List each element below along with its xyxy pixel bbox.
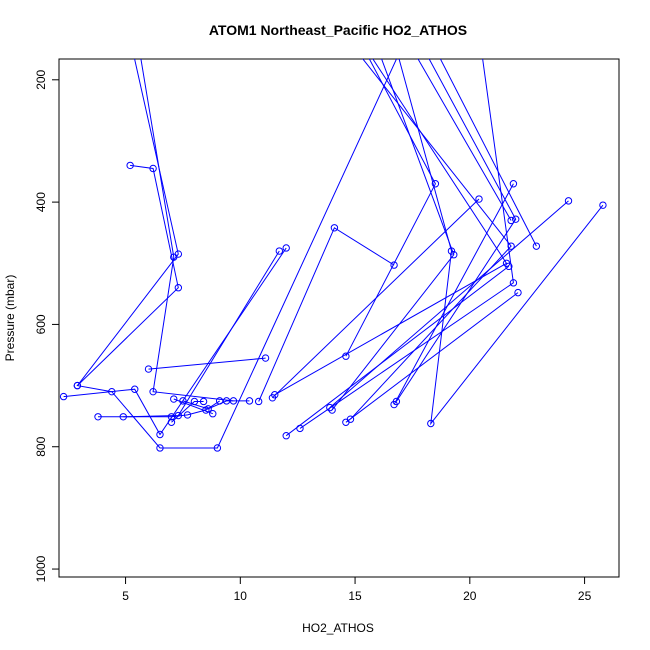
data-point — [392, 397, 401, 406]
data-point — [330, 224, 339, 232]
data-point — [174, 411, 183, 420]
data-point — [170, 253, 178, 261]
chart-title: ATOM1 Northeast_Pacific HO2_ATHOS — [209, 22, 467, 38]
data-point — [149, 164, 157, 173]
data-point — [390, 261, 398, 269]
data-point — [346, 415, 355, 423]
data-point — [73, 381, 82, 390]
y-axis: 200 400 600 800 1000 — [34, 69, 59, 582]
series-line — [345, 59, 436, 357]
data-point — [512, 215, 520, 223]
data-point — [156, 430, 164, 439]
data-point — [174, 284, 183, 292]
data-point — [126, 161, 134, 170]
data-point — [502, 259, 511, 267]
series-line — [140, 59, 234, 402]
data-point — [447, 247, 456, 255]
x-tick-label: 10 — [234, 589, 248, 603]
data-point — [167, 418, 176, 426]
series-line — [76, 59, 398, 449]
data-point — [427, 419, 435, 428]
data-point — [202, 406, 210, 414]
data-point — [261, 354, 270, 362]
y-tick-label: 400 — [34, 192, 48, 212]
series-line — [123, 250, 280, 418]
series-line — [98, 400, 220, 418]
data-point — [209, 410, 217, 418]
series-line — [63, 247, 287, 436]
data-point — [296, 424, 304, 433]
data-point — [275, 247, 284, 255]
series-line — [398, 59, 604, 426]
data-point — [532, 242, 541, 250]
data-point — [119, 413, 127, 421]
x-axis: 5 10 15 20 25 — [122, 577, 592, 603]
data-point — [431, 180, 440, 188]
data-point — [199, 397, 208, 406]
data-point — [149, 387, 157, 396]
x-tick-label: 5 — [122, 589, 129, 603]
data-point — [599, 201, 607, 209]
series-line — [345, 292, 519, 423]
series-line — [350, 59, 512, 420]
series-line — [77, 59, 179, 386]
series-line — [258, 227, 395, 402]
y-tick-label: 200 — [34, 69, 48, 89]
data-point — [183, 411, 192, 419]
data-point — [509, 180, 518, 188]
y-axis-label: Pressure (mbar) — [3, 275, 17, 362]
data-point — [564, 197, 573, 205]
data-point — [271, 391, 279, 399]
series-line — [331, 59, 455, 411]
y-tick-label: 600 — [34, 314, 48, 334]
data-point — [245, 397, 254, 405]
data-point — [475, 195, 483, 203]
data-point — [213, 444, 222, 452]
data-point — [514, 288, 522, 297]
data-point — [131, 385, 139, 393]
data-point — [190, 397, 199, 406]
series-line — [439, 59, 537, 247]
y-tick-label: 800 — [34, 436, 48, 456]
data-point — [94, 413, 102, 421]
x-axis-label: HO2_ATHOS — [302, 621, 374, 635]
series-line — [285, 265, 510, 437]
data-point — [215, 397, 224, 405]
x-tick-label: 15 — [348, 589, 362, 603]
y-tick-label: 1000 — [34, 555, 48, 582]
data-point — [167, 413, 176, 421]
series-line — [417, 59, 512, 221]
x-tick-label: 20 — [463, 589, 477, 603]
series-group — [59, 59, 607, 452]
series-line — [173, 398, 213, 415]
data-point — [282, 244, 290, 252]
data-point — [144, 365, 153, 373]
series-line — [395, 59, 517, 402]
data-point — [282, 432, 290, 440]
series-line — [274, 59, 508, 396]
x-tick-label: 25 — [578, 589, 592, 603]
series-line — [393, 183, 514, 405]
data-point — [326, 403, 334, 412]
series-line — [299, 59, 514, 429]
series-line — [329, 200, 569, 408]
data-point — [156, 444, 164, 452]
data-point — [59, 392, 68, 401]
plot-frame — [58, 58, 620, 578]
data-point — [254, 397, 263, 406]
data-point — [509, 279, 518, 287]
data-point — [170, 395, 178, 403]
series-line — [148, 357, 266, 370]
